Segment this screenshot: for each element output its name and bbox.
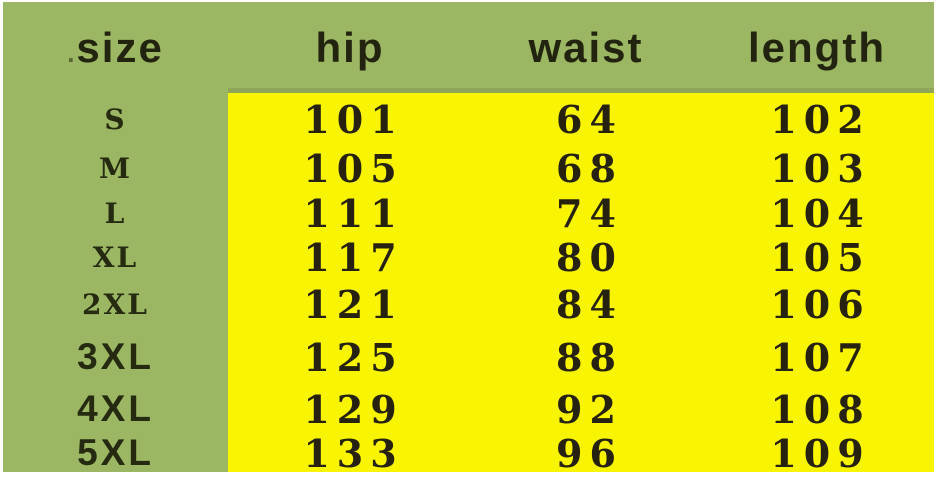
hip-cell: 121 (303, 281, 404, 327)
length-cell: 105 (770, 234, 871, 280)
table-row: 5XL 133 96 109 (3, 430, 934, 476)
waist-cell: 74 (556, 190, 623, 236)
waist-cell: 68 (556, 145, 623, 191)
length-cell: 107 (770, 334, 871, 380)
waist-cell: 64 (556, 96, 623, 142)
size-cell: S (104, 102, 127, 136)
length-cell: 106 (770, 281, 871, 327)
waist-cell: 84 (556, 281, 623, 327)
hip-cell: 117 (303, 234, 404, 280)
size-cell: 4XL (77, 388, 154, 429)
column-header-hip: hip (315, 23, 385, 71)
column-header-length: length (748, 23, 886, 71)
waist-cell: 96 (556, 430, 623, 476)
size-cell: M (99, 151, 132, 185)
values-background (228, 88, 934, 472)
table-row: S 101 64 102 (3, 93, 934, 145)
hip-cell: 101 (303, 96, 404, 142)
size-cell: 2XL (82, 287, 149, 321)
table-row: L 111 74 104 (3, 190, 934, 236)
size-cell: 3XL (77, 336, 154, 377)
size-chart-table: .size hip waist length S 101 64 102 M 10… (3, 2, 934, 476)
table-row: 4XL 129 92 108 (3, 385, 934, 433)
table-body: S 101 64 102 M 105 68 103 L 111 74 104 X… (3, 93, 934, 476)
hip-cell: 105 (303, 145, 404, 191)
hip-cell: 133 (303, 430, 404, 476)
length-cell: 104 (770, 190, 871, 236)
header-row: .size hip waist length (3, 2, 934, 93)
table-row: XL 117 80 105 (3, 234, 934, 280)
hip-cell: 129 (303, 386, 404, 432)
hip-cell: 125 (303, 334, 404, 380)
length-cell: 102 (770, 96, 871, 142)
table-row: 2XL 121 84 106 (3, 279, 934, 329)
length-cell: 108 (770, 386, 871, 432)
column-header-size: .size (3, 24, 228, 72)
table-row: 3XL 125 88 107 (3, 329, 934, 385)
size-chart: .size hip waist length S 101 64 102 M 10… (3, 2, 934, 476)
waist-cell: 92 (556, 386, 623, 432)
size-cell: XL (92, 240, 139, 274)
waist-cell: 88 (556, 334, 623, 380)
size-cell: L (104, 196, 127, 230)
table-row: M 105 68 103 (3, 145, 934, 191)
column-header-size-label: size (76, 23, 164, 71)
column-header-waist: waist (528, 23, 644, 71)
size-header-dot: . (67, 37, 77, 68)
size-cell: 5XL (77, 432, 154, 473)
hip-cell: 111 (303, 190, 404, 236)
length-cell: 109 (770, 430, 871, 476)
length-cell: 103 (770, 145, 871, 191)
waist-cell: 80 (556, 234, 623, 280)
